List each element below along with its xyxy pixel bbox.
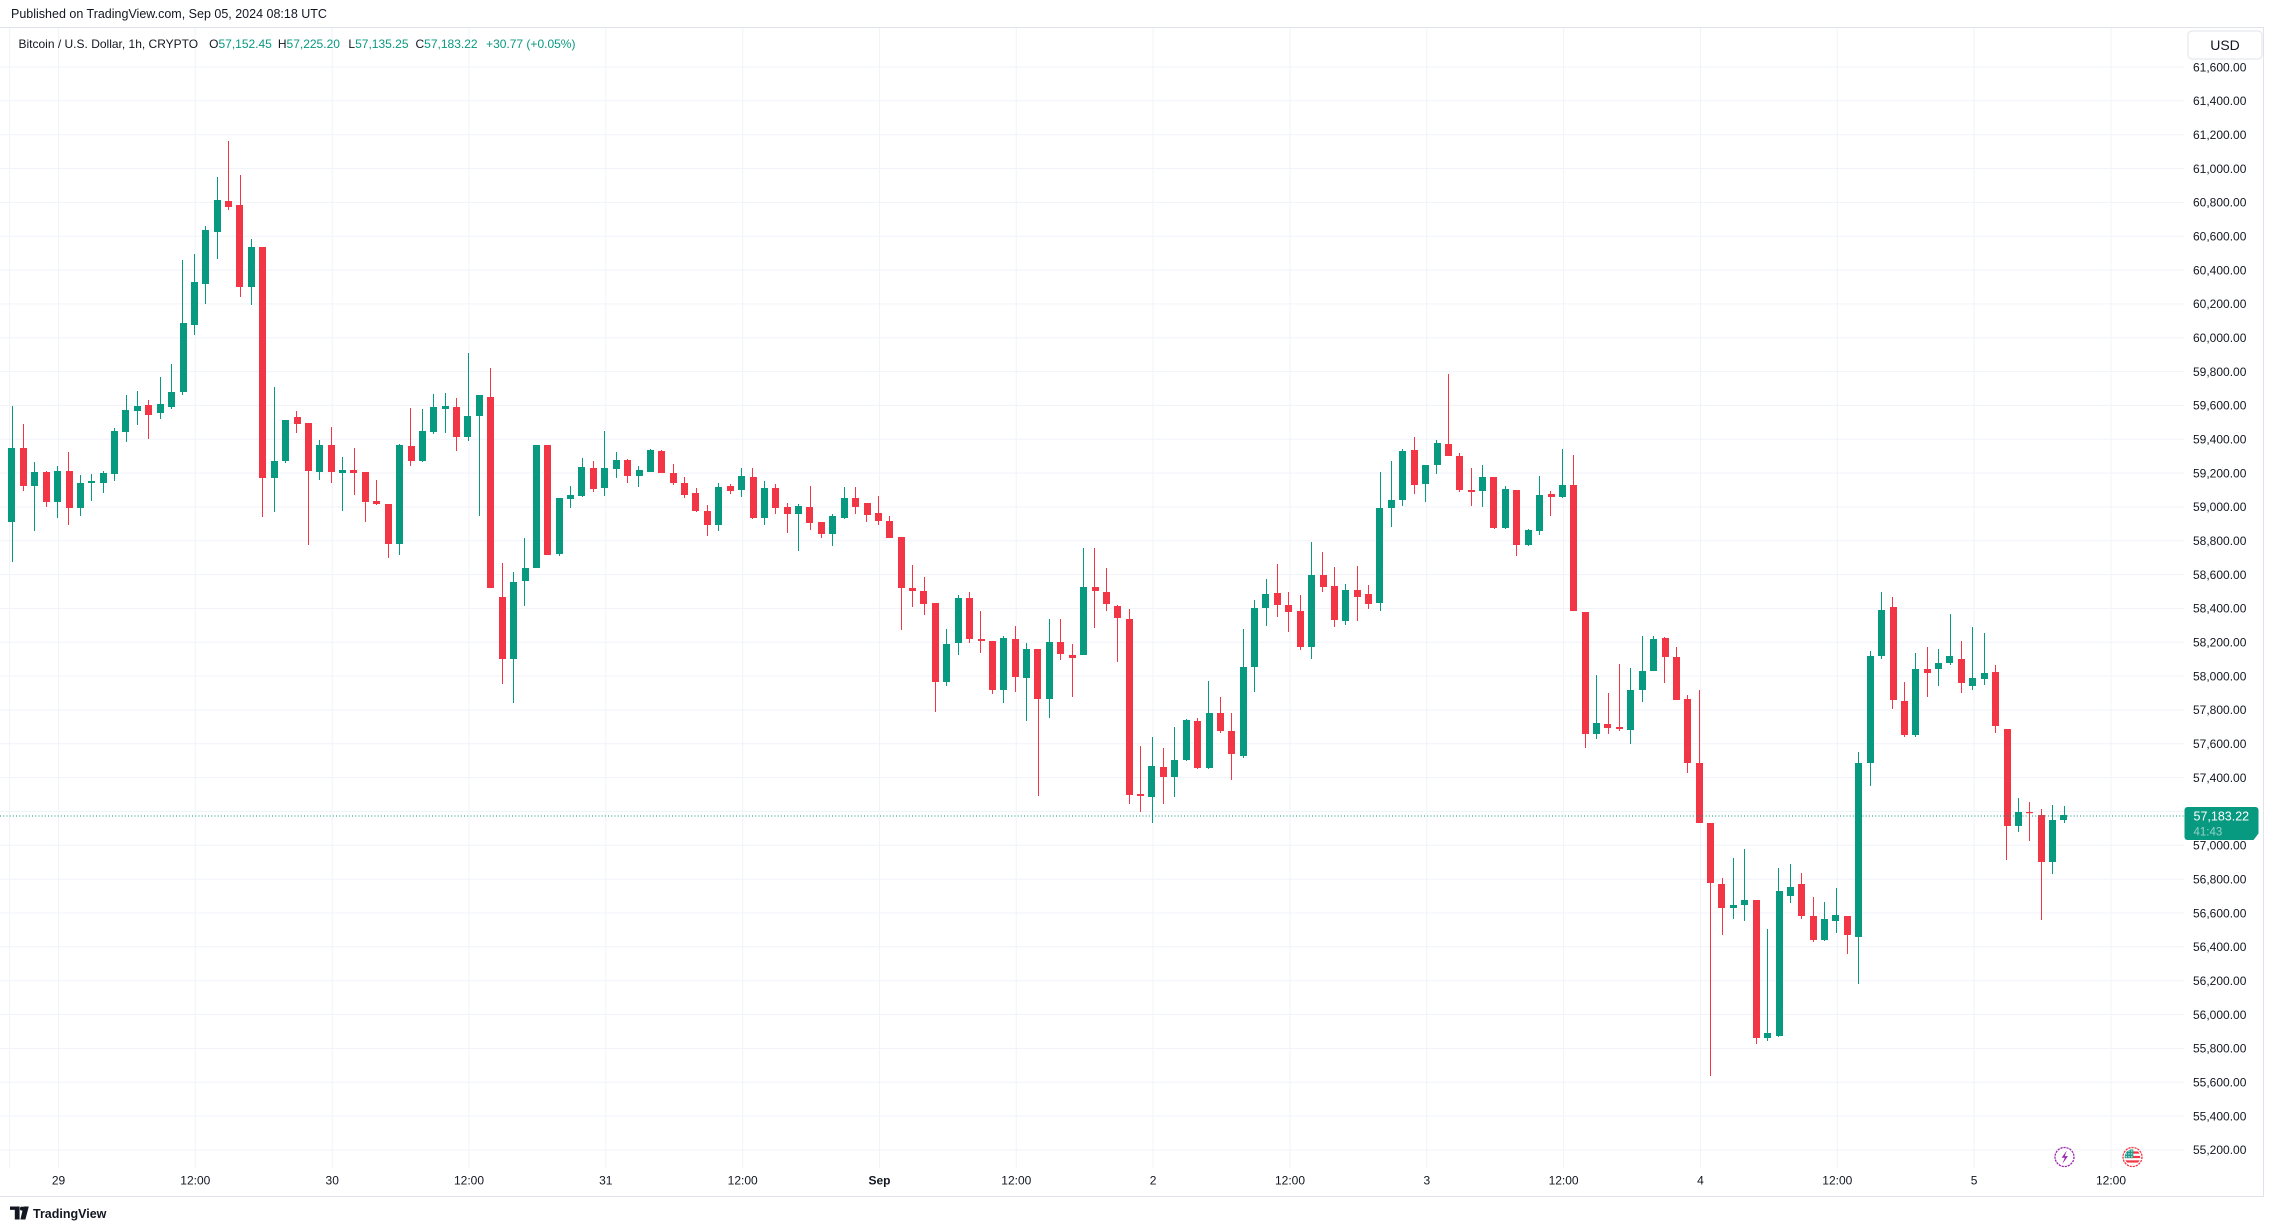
svg-text:57,400.00: 57,400.00: [2193, 771, 2247, 785]
svg-text:56,200.00: 56,200.00: [2193, 974, 2247, 988]
svg-text:57,183.22: 57,183.22: [2194, 810, 2250, 824]
svg-text:59,400.00: 59,400.00: [2193, 433, 2247, 447]
svg-text:56,000.00: 56,000.00: [2193, 1008, 2247, 1022]
svg-text:57,600.00: 57,600.00: [2193, 737, 2247, 751]
svg-text:12:00: 12:00: [728, 1174, 758, 1188]
svg-text:59,200.00: 59,200.00: [2193, 466, 2247, 480]
svg-text:58,000.00: 58,000.00: [2193, 669, 2247, 683]
svg-text:57,800.00: 57,800.00: [2193, 703, 2247, 717]
svg-text:55,600.00: 55,600.00: [2193, 1076, 2247, 1090]
svg-text:56,400.00: 56,400.00: [2193, 940, 2247, 954]
svg-text:4: 4: [1697, 1174, 1704, 1188]
svg-text:41:43: 41:43: [2194, 827, 2223, 839]
svg-text:29: 29: [52, 1174, 66, 1188]
svg-text:Sep: Sep: [868, 1174, 890, 1188]
svg-text:57,000.00: 57,000.00: [2193, 839, 2247, 853]
svg-text:60,800.00: 60,800.00: [2193, 196, 2247, 210]
svg-text:60,200.00: 60,200.00: [2193, 297, 2247, 311]
svg-text:55,800.00: 55,800.00: [2193, 1042, 2247, 1056]
svg-text:2: 2: [1150, 1174, 1157, 1188]
svg-text:55,200.00: 55,200.00: [2193, 1143, 2247, 1157]
svg-text:59,000.00: 59,000.00: [2193, 500, 2247, 514]
svg-text:59,600.00: 59,600.00: [2193, 399, 2247, 413]
svg-text:USD: USD: [2210, 37, 2240, 53]
svg-text:31: 31: [599, 1174, 613, 1188]
svg-text:58,200.00: 58,200.00: [2193, 636, 2247, 650]
svg-text:58,600.00: 58,600.00: [2193, 568, 2247, 582]
svg-text:3: 3: [1423, 1174, 1430, 1188]
svg-text:TradingView: TradingView: [33, 1207, 107, 1221]
svg-text:12:00: 12:00: [180, 1174, 210, 1188]
svg-text:55,400.00: 55,400.00: [2193, 1109, 2247, 1123]
svg-text:61,400.00: 61,400.00: [2193, 94, 2247, 108]
svg-text:12:00: 12:00: [1549, 1174, 1579, 1188]
svg-text:61,200.00: 61,200.00: [2193, 128, 2247, 142]
svg-text:56,800.00: 56,800.00: [2193, 872, 2247, 886]
svg-text:12:00: 12:00: [1001, 1174, 1031, 1188]
svg-text:Published on TradingView.com,: Published on TradingView.com, Sep 05, 20…: [11, 7, 327, 21]
svg-text:60,600.00: 60,600.00: [2193, 230, 2247, 244]
svg-text:30: 30: [326, 1174, 340, 1188]
svg-text:61,600.00: 61,600.00: [2193, 60, 2247, 74]
svg-text:59,800.00: 59,800.00: [2193, 365, 2247, 379]
svg-text:60,400.00: 60,400.00: [2193, 263, 2247, 277]
svg-text:12:00: 12:00: [454, 1174, 484, 1188]
svg-text:61,000.00: 61,000.00: [2193, 162, 2247, 176]
svg-text:12:00: 12:00: [1275, 1174, 1305, 1188]
svg-text:56,600.00: 56,600.00: [2193, 906, 2247, 920]
svg-text:12:00: 12:00: [1822, 1174, 1852, 1188]
svg-text:12:00: 12:00: [2096, 1174, 2126, 1188]
svg-text:Bitcoin / U.S. Dollar, 1h, CRY: Bitcoin / U.S. Dollar, 1h, CRYPTO O57,152…: [19, 37, 576, 51]
svg-text:5: 5: [1971, 1174, 1978, 1188]
svg-text:58,400.00: 58,400.00: [2193, 602, 2247, 616]
svg-text:58,800.00: 58,800.00: [2193, 534, 2247, 548]
svg-text:60,000.00: 60,000.00: [2193, 331, 2247, 345]
